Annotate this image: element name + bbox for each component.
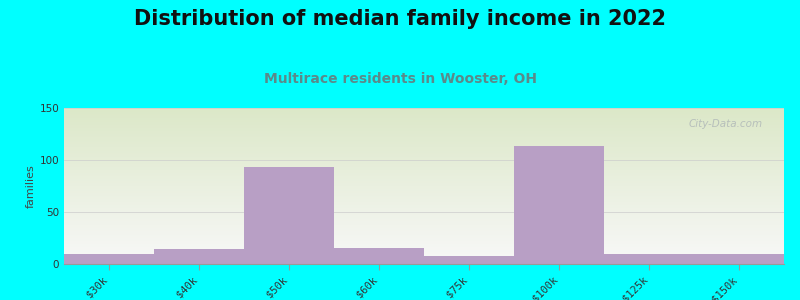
Bar (514, 146, 604, 264)
Bar (694, 254, 784, 264)
Text: Multirace residents in Wooster, OH: Multirace residents in Wooster, OH (263, 72, 537, 86)
Bar (424, 256, 514, 264)
Text: City-Data.com: City-Data.com (688, 119, 762, 129)
Bar (64, 254, 154, 264)
Bar (604, 254, 694, 264)
Y-axis label: families: families (26, 164, 35, 208)
Bar (334, 248, 424, 264)
Text: Distribution of median family income in 2022: Distribution of median family income in … (134, 9, 666, 29)
Bar (154, 249, 244, 264)
Bar (244, 167, 334, 264)
